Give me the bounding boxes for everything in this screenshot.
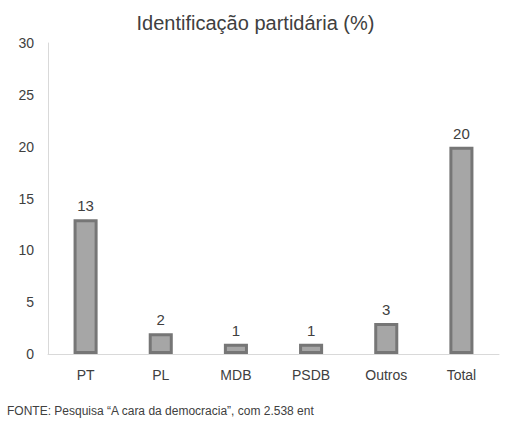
svg-text:Total: Total (447, 367, 477, 383)
svg-text:25: 25 (18, 87, 34, 103)
svg-text:Outros: Outros (365, 367, 407, 383)
svg-text:20: 20 (453, 125, 470, 142)
svg-text:5: 5 (26, 294, 34, 310)
svg-text:20: 20 (18, 139, 34, 155)
svg-text:0: 0 (26, 346, 34, 362)
svg-text:Identificação partidária (%): Identificação partidária (%) (137, 12, 375, 34)
svg-text:3: 3 (382, 301, 390, 318)
svg-text:1: 1 (307, 322, 315, 339)
svg-text:PSDB: PSDB (292, 367, 330, 383)
svg-text:10: 10 (18, 242, 34, 258)
svg-text:PT: PT (77, 367, 95, 383)
svg-text:13: 13 (77, 197, 94, 214)
svg-text:MDB: MDB (220, 367, 251, 383)
svg-text:PL: PL (152, 367, 169, 383)
svg-text:2: 2 (157, 311, 165, 328)
svg-text:15: 15 (18, 191, 34, 207)
svg-text:FONTE: Pesquisa “A cara da dem: FONTE: Pesquisa “A cara da democracia”, … (7, 404, 314, 418)
svg-text:1: 1 (232, 322, 240, 339)
svg-text:30: 30 (18, 35, 34, 51)
